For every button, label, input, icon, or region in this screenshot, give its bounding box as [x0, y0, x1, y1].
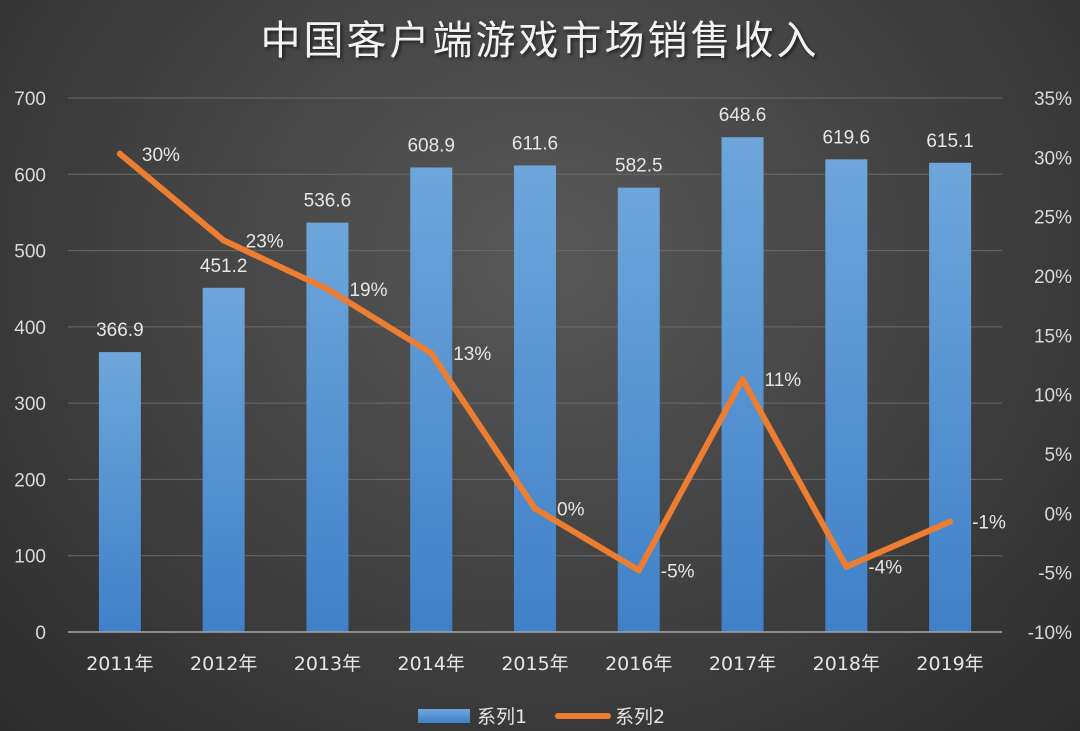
line-data-label: 0% [557, 500, 585, 521]
line-point [843, 563, 850, 570]
line-data-label: 23% [246, 231, 284, 252]
line-point [532, 505, 538, 512]
y-right-tick-label: 30% [1034, 148, 1072, 169]
line-point [324, 286, 331, 293]
bar-data-label: 615.1 [926, 131, 974, 152]
line-data-label: 13% [453, 344, 491, 365]
x-tick-label: 2012年 [190, 653, 257, 675]
x-tick-label: 2018年 [813, 653, 880, 675]
line-data-label: 19% [349, 280, 387, 301]
line-point [947, 518, 954, 525]
y-left-tick-label: 700 [14, 89, 46, 110]
line-data-label: -4% [868, 558, 902, 579]
bar-data-label: 536.6 [304, 191, 352, 212]
y-left-tick-label: 500 [14, 242, 46, 263]
line-point [635, 567, 642, 574]
line-point [220, 237, 227, 244]
x-tick-label: 2014年 [398, 653, 465, 675]
y-right-tick-label: 5% [1045, 445, 1073, 466]
x-tick-label: 2015年 [501, 653, 568, 675]
y-right-tick-label: 20% [1034, 267, 1072, 288]
line-data-label: -5% [661, 561, 695, 582]
bar [825, 159, 868, 632]
y-right-tick-label: 10% [1034, 386, 1072, 407]
x-tick-label: 2011年 [86, 653, 153, 675]
line-data-label: -1% [972, 513, 1006, 534]
bar-data-label: 648.6 [719, 105, 767, 126]
x-tick-label: 2019年 [916, 653, 983, 675]
legend: 系列1 系列2 [418, 706, 665, 728]
bar-series [98, 137, 972, 633]
y-right-tick-label: 25% [1034, 208, 1072, 229]
x-tick-label: 2017年 [709, 653, 776, 675]
x-tick-label: 2016年 [605, 653, 672, 675]
x-tick-label: 2013年 [294, 653, 361, 675]
axes: 0 100 200 300 400 500 600 700 -10% -5% 0% 5% 10% 15% 2… [14, 89, 1072, 675]
line-series [116, 150, 954, 574]
bar-data-label: 451.2 [200, 256, 248, 277]
line-data-label: 30% [142, 145, 180, 166]
y-right-tick-label: -5% [1038, 564, 1072, 585]
bar [202, 287, 245, 632]
bar [929, 162, 972, 632]
line-point [428, 350, 435, 357]
legend-swatch-bar [418, 709, 470, 723]
y-right-tick-label: 0% [1045, 504, 1073, 525]
bar [410, 167, 453, 633]
y-left-tick-label: 100 [14, 547, 46, 568]
line-point [116, 150, 123, 157]
y-left-tick-label: 0 [35, 623, 46, 644]
chart-title: 中国客户端游戏市场销售收入 [260, 18, 820, 64]
line-data-label: 11% [765, 370, 802, 391]
bar-data-label: 608.9 [407, 135, 455, 156]
bar [98, 352, 141, 632]
legend-label-series2: 系列2 [615, 706, 665, 728]
line-point [739, 376, 746, 383]
bar [514, 165, 556, 632]
legend-label-series1: 系列1 [477, 706, 527, 728]
y-right-tick-label: 15% [1034, 326, 1072, 347]
y-left-tick-label: 600 [14, 165, 46, 186]
y-left-tick-label: 400 [14, 318, 46, 339]
data-labels: 366.9 451.2 536.6 608.9 611.6 582.5 648.6 619.6… [96, 105, 1006, 582]
y-left-tick-label: 300 [14, 394, 46, 415]
y-right-tick-label: 35% [1034, 89, 1072, 110]
y-right-tick-label: -10% [1028, 623, 1072, 644]
bar [617, 187, 660, 632]
bar-data-label: 611.6 [512, 133, 558, 154]
bar-data-label: 366.9 [96, 320, 144, 341]
bar-data-label: 619.6 [823, 127, 871, 148]
y-left-tick-label: 200 [14, 470, 46, 491]
bar-data-label: 582.5 [615, 156, 663, 177]
